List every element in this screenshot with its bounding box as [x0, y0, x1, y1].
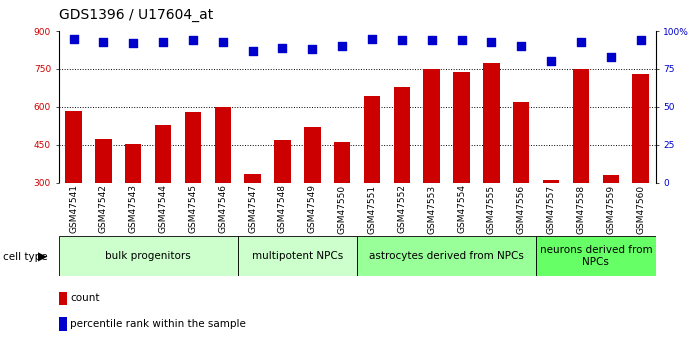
Bar [66, 111, 82, 259]
Bar [185, 112, 201, 259]
Bar [244, 174, 261, 259]
Point [546, 59, 557, 64]
Point [486, 39, 497, 45]
Text: GSM47545: GSM47545 [188, 185, 197, 234]
Point [307, 47, 318, 52]
Bar [125, 144, 141, 259]
Text: cell type: cell type [3, 252, 48, 262]
Text: GSM47549: GSM47549 [308, 185, 317, 234]
Text: GSM47553: GSM47553 [427, 185, 436, 234]
Text: GSM47555: GSM47555 [487, 185, 496, 234]
Text: neurons derived from
NPCs: neurons derived from NPCs [540, 245, 652, 267]
Point [635, 37, 646, 43]
Text: bulk progenitors: bulk progenitors [106, 251, 191, 261]
Text: GSM47560: GSM47560 [636, 185, 645, 234]
Point [337, 43, 348, 49]
Bar [602, 175, 619, 259]
Bar [573, 69, 589, 259]
Text: GSM47556: GSM47556 [517, 185, 526, 234]
Point [605, 54, 616, 60]
Point [396, 37, 407, 43]
Point [128, 40, 139, 46]
Bar [513, 102, 529, 259]
Text: astrocytes derived from NPCs: astrocytes derived from NPCs [369, 251, 524, 261]
Bar [453, 71, 470, 259]
Bar [364, 96, 380, 259]
Bar [483, 63, 500, 259]
Bar [632, 74, 649, 259]
Bar [155, 125, 171, 259]
Text: GSM47541: GSM47541 [69, 185, 78, 234]
Point [157, 39, 168, 45]
Point [366, 36, 377, 41]
Point [68, 36, 79, 41]
Bar [95, 139, 112, 259]
Point [217, 39, 228, 45]
Text: GSM47544: GSM47544 [159, 185, 168, 233]
Bar [357, 236, 536, 276]
Bar [274, 140, 290, 259]
Bar [334, 142, 351, 259]
Text: count: count [70, 294, 100, 303]
Text: GSM47548: GSM47548 [278, 185, 287, 234]
Text: GSM47558: GSM47558 [576, 185, 585, 234]
Point [247, 48, 258, 53]
Text: GDS1396 / U17604_at: GDS1396 / U17604_at [59, 8, 213, 22]
Text: GSM47559: GSM47559 [607, 185, 615, 234]
Text: ▶: ▶ [38, 250, 47, 264]
Text: GSM47550: GSM47550 [337, 185, 346, 234]
Point [188, 37, 199, 43]
Point [515, 43, 526, 49]
Text: GSM47546: GSM47546 [218, 185, 227, 234]
Point [575, 39, 586, 45]
Text: GSM47543: GSM47543 [129, 185, 138, 234]
Bar [215, 107, 231, 259]
Bar [59, 236, 237, 276]
Bar [424, 69, 440, 259]
Text: GSM47552: GSM47552 [397, 185, 406, 234]
Bar [393, 87, 410, 259]
Text: GSM47557: GSM47557 [546, 185, 555, 234]
Text: GSM47547: GSM47547 [248, 185, 257, 234]
Text: GSM47542: GSM47542 [99, 185, 108, 233]
Point [98, 39, 109, 45]
Point [426, 37, 437, 43]
Bar [238, 236, 357, 276]
Point [277, 45, 288, 50]
Text: GSM47554: GSM47554 [457, 185, 466, 234]
Text: multipotent NPCs: multipotent NPCs [252, 251, 343, 261]
Text: percentile rank within the sample: percentile rank within the sample [70, 319, 246, 329]
Text: GSM47551: GSM47551 [368, 185, 377, 234]
Bar [304, 127, 321, 259]
Point [456, 37, 467, 43]
Bar [536, 236, 656, 276]
Bar [543, 180, 560, 259]
